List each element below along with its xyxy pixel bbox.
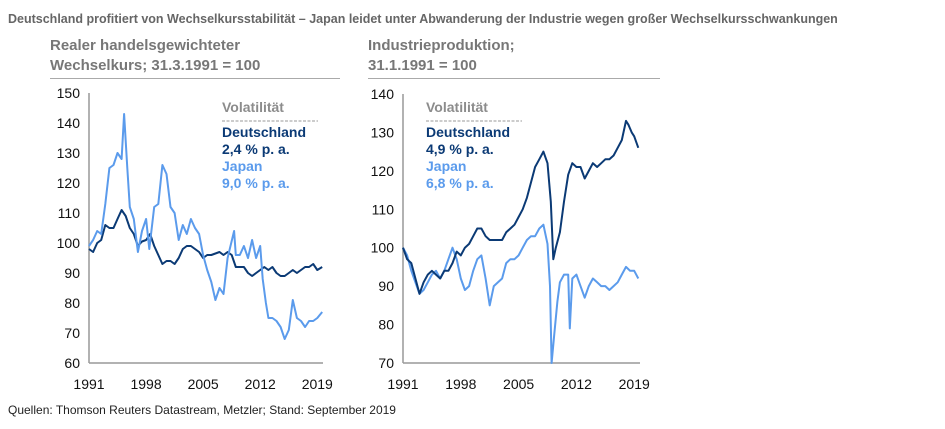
y-tick-label: 110 [372, 201, 395, 217]
y-tick-label: 130 [371, 124, 395, 140]
legend-entry-value: 9,0 % p. a. [222, 175, 290, 191]
y-tick-label: 70 [64, 325, 80, 341]
x-tick-label: 2005 [503, 376, 534, 392]
x-tick-label: 1998 [130, 376, 161, 392]
x-tick-label: 2012 [245, 376, 276, 392]
y-tick-label: 120 [371, 163, 395, 179]
y-tick-label: 110 [58, 205, 81, 221]
y-tick-label: 90 [378, 278, 394, 294]
legend-entry-value: 4,9 % p. a. [426, 141, 494, 157]
legend-entry-name: Deutschland [222, 124, 306, 140]
y-tick-label: 130 [57, 145, 81, 161]
right-chart: 70 80 90 100 110 120 130 140 1991 1998 2005 2012 201… [371, 86, 650, 392]
series-line-japan [402, 223, 640, 364]
legend-entry-name: Japan [222, 158, 262, 174]
source-note: Quellen: Thomson Reuters Datastream, Met… [8, 403, 396, 417]
y-tick-label: 100 [57, 235, 81, 251]
x-tick-label: 2019 [619, 376, 650, 392]
x-tick-label: 1998 [445, 376, 476, 392]
x-tick-label: 1991 [73, 376, 104, 392]
x-tick-label: 1991 [387, 376, 418, 392]
y-tick-label: 80 [64, 295, 80, 311]
y-tick-label: 140 [57, 115, 81, 131]
series-line-deutschland [88, 209, 323, 277]
left-chart: 60 70 80 90 100 110 120 130 140 150 1991 1998 2005 20… [57, 85, 333, 392]
legend-entry-name: Deutschland [426, 124, 510, 140]
series-line-deutschland [402, 119, 640, 295]
figure-title: Deutschland profitiert von Wechselkursst… [8, 12, 838, 26]
y-tick-label: 100 [371, 240, 395, 256]
y-tick-label: 70 [378, 355, 394, 371]
y-tick-label: 150 [57, 85, 81, 101]
y-tick-label: 60 [64, 355, 80, 371]
x-tick-label: 2019 [302, 376, 333, 392]
legend-header: Volatilität [222, 99, 284, 115]
y-tick-label: 120 [57, 175, 81, 191]
left-title-rule [50, 78, 340, 79]
y-tick-label: 90 [64, 265, 80, 281]
x-tick-label: 2012 [561, 376, 592, 392]
series-line-japan [88, 113, 323, 340]
y-tick-label: 80 [378, 317, 394, 333]
legend-entry-value: 6,8 % p. a. [426, 175, 494, 191]
right-chart-title: Industrieproduktion; 31.1.1991 = 100 [368, 37, 515, 74]
y-tick-label: 140 [371, 86, 395, 102]
legend-entry-value: 2,4 % p. a. [222, 141, 290, 157]
right-title-rule [368, 78, 660, 79]
x-tick-label: 2005 [188, 376, 219, 392]
left-chart-title: Realer handelsgewichteter Wechselkurs; 3… [50, 37, 261, 74]
legend-entry-name: Japan [426, 158, 466, 174]
legend-header: Volatilität [426, 99, 488, 115]
